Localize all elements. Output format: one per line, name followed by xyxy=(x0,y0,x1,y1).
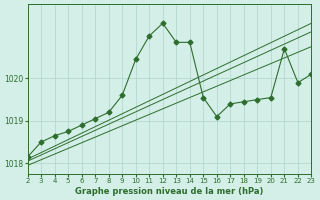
X-axis label: Graphe pression niveau de la mer (hPa): Graphe pression niveau de la mer (hPa) xyxy=(75,187,264,196)
